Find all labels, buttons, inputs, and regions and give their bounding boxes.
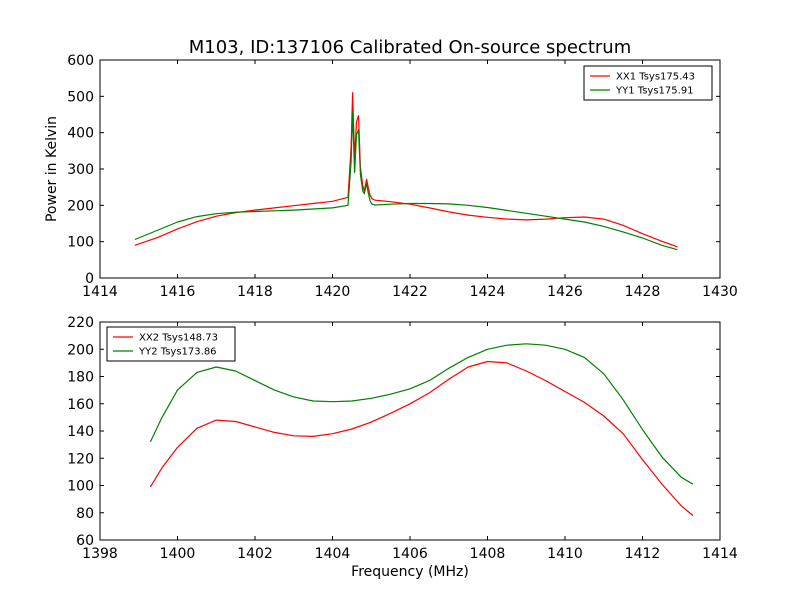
panel1-ytick-label: 0 xyxy=(85,271,94,287)
panel1-ylabel: Power in Kelvin xyxy=(44,116,60,222)
panel2-ytick-label: 220 xyxy=(67,315,94,331)
panel2-series-line-2 xyxy=(149,343,694,485)
panel1-xtick-label: 1430 xyxy=(702,284,738,300)
panel2-ytick-label: 160 xyxy=(67,397,94,413)
panel2-ytick-label: 180 xyxy=(67,370,94,386)
panel2-xtick-label: 1402 xyxy=(237,546,273,562)
panel2-legend-label-2: YY2 Tsys173.86 xyxy=(138,347,217,358)
panel1-xtick-label: 1422 xyxy=(392,284,428,300)
panel2-xtick-label: 1406 xyxy=(392,546,428,562)
panel1-xtick-label: 1418 xyxy=(237,284,273,300)
panel1-xtick-label: 1414 xyxy=(82,284,118,300)
panel2-xtick-label: 1414 xyxy=(702,546,738,562)
panel1-legend-label-2: YY1 Tsys175.91 xyxy=(615,86,694,97)
panel1-xtick-label: 1424 xyxy=(470,284,506,300)
panel2-xtick-label: 1398 xyxy=(82,546,118,562)
panel1-legend-label-1: XX1 Tsys175.43 xyxy=(616,72,695,83)
panel1-xtick-label: 1420 xyxy=(315,284,351,300)
panel1-xtick-label: 1426 xyxy=(547,284,583,300)
panel2-legend-box xyxy=(106,326,236,362)
panel2-series-line-1 xyxy=(149,360,694,516)
panel2-xtick-label: 1412 xyxy=(625,546,661,562)
panel1-ytick-label: 200 xyxy=(67,198,94,214)
panel1-series-line-1 xyxy=(134,92,678,248)
panel1-ytick-label: 100 xyxy=(67,235,94,251)
panel1-xtick-label: 1416 xyxy=(160,284,196,300)
panel2-legend-label-1: XX2 Tsys148.73 xyxy=(139,333,218,344)
panel2-ytick-label: 200 xyxy=(67,342,94,358)
panel1-ytick-label: 300 xyxy=(67,162,94,178)
panel1-ytick-label: 500 xyxy=(67,89,94,105)
panel2-xtick-label: 1410 xyxy=(547,546,583,562)
panel2-xtick-label: 1408 xyxy=(470,546,506,562)
panel2-xlabel: Frequency (MHz) xyxy=(351,564,469,580)
panel1-ytick-label: 400 xyxy=(67,126,94,142)
panel1-legend-box xyxy=(583,65,713,101)
panel2-xtick-label: 1400 xyxy=(160,546,196,562)
panel2-ytick-label: 100 xyxy=(67,479,94,495)
panel1-series-line-2 xyxy=(134,110,678,251)
panel2-xtick-label: 1404 xyxy=(315,546,351,562)
panel2-ytick-label: 140 xyxy=(67,424,94,440)
panel2-ytick-label: 60 xyxy=(76,533,94,549)
panel1-ytick-label: 600 xyxy=(67,53,94,69)
panel2-ytick-label: 80 xyxy=(76,506,94,522)
panel2-ytick-label: 120 xyxy=(67,451,94,467)
panel1-xtick-label: 1428 xyxy=(625,284,661,300)
chart-title: M103, ID:137106 Calibrated On-source spe… xyxy=(189,37,631,58)
